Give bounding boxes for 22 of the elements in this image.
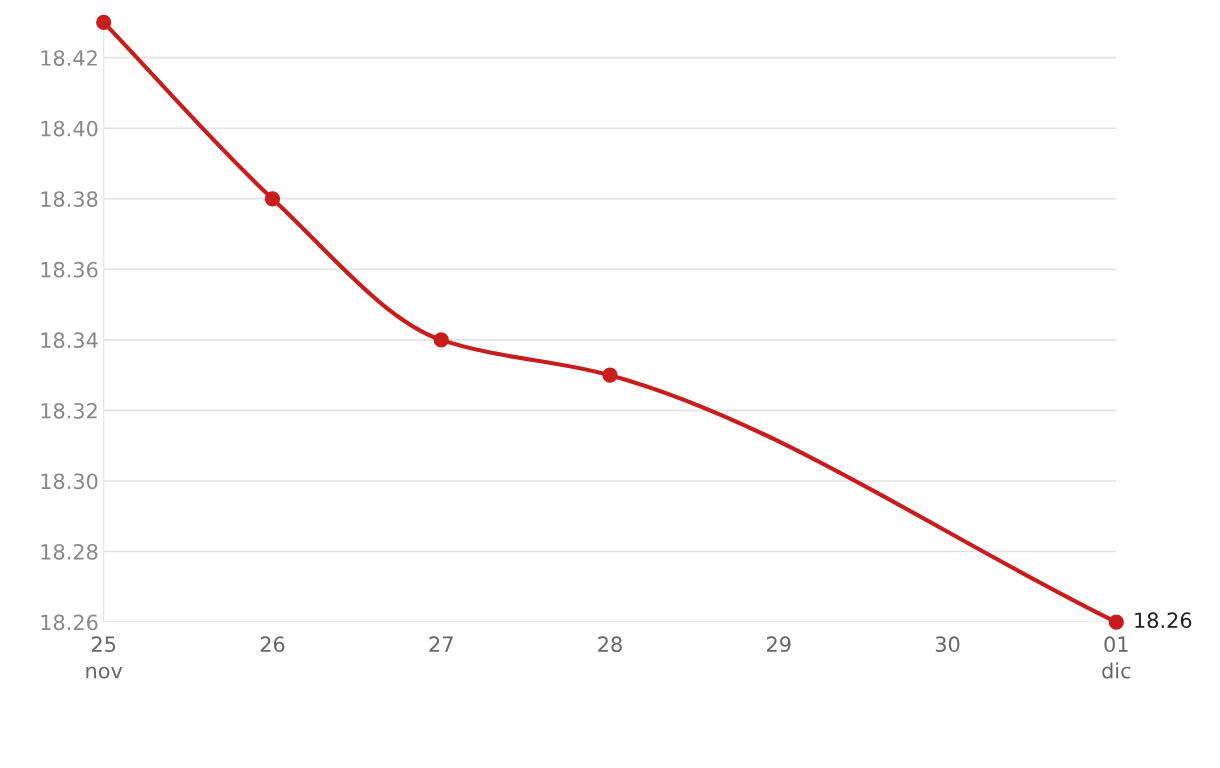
point (602, 367, 618, 383)
x-tick-label: 29 (767, 636, 791, 653)
x-tick-label: 27 (429, 636, 453, 652)
x-tick-label: 26 (260, 636, 285, 653)
x-tick-label: 28 (598, 636, 622, 653)
y-tick-label: 18.26 (41, 614, 98, 631)
y-tick-label: 18.36 (41, 261, 98, 278)
y-tick-label: 18.30 (41, 473, 98, 490)
y-tick-label: 18.42 (41, 50, 97, 66)
point (1108, 614, 1124, 630)
point (96, 14, 112, 31)
y-tick-label: 18.28 (41, 543, 98, 560)
data-label: 18.26 (1135, 612, 1192, 629)
y-tick-label: 18.34 (41, 332, 98, 349)
y-tick-label: 18.40 (41, 120, 98, 137)
x-tick-label: 30 (935, 636, 960, 653)
point (264, 191, 281, 207)
y-tick-label: 18.32 (41, 402, 97, 419)
x-tick-label: 01 dic (1102, 636, 1131, 679)
x-tick-label: 25 nov (86, 636, 123, 679)
point (433, 332, 449, 348)
y-tick-label: 18.38 (41, 191, 98, 207)
